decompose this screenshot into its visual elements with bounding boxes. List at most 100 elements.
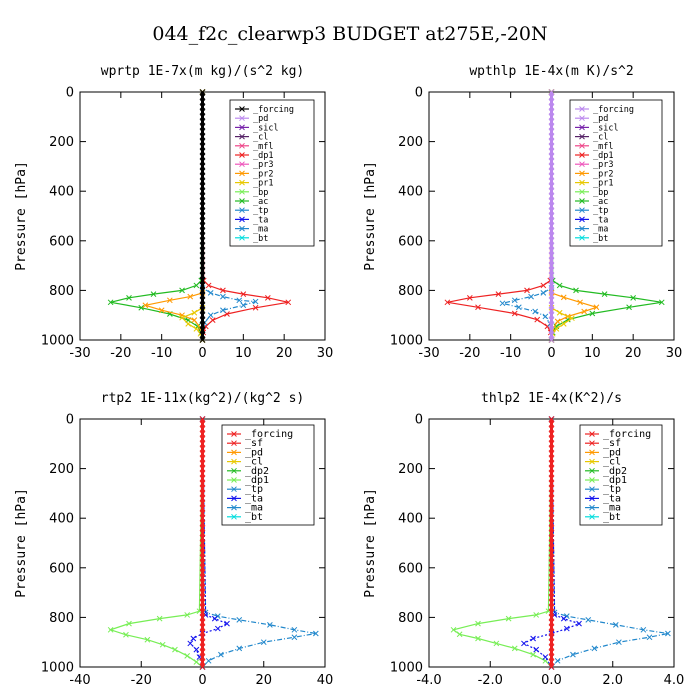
series-line — [502, 92, 553, 341]
data-point — [548, 525, 555, 531]
legend-entry: _sicl — [253, 123, 279, 133]
data-point — [199, 193, 206, 200]
y-tick-label: 800 — [398, 611, 423, 626]
legend-marker — [231, 440, 237, 447]
legend-marker — [239, 142, 245, 149]
legend-entry: _forcing — [593, 105, 634, 115]
data-point — [548, 163, 555, 170]
data-point — [199, 322, 206, 328]
y-tick-label: 800 — [49, 611, 74, 626]
data-point — [548, 609, 555, 616]
data-point — [548, 183, 555, 190]
legend-entry: _dp1 — [603, 475, 627, 486]
data-point — [291, 626, 298, 633]
data-point — [585, 617, 592, 623]
legend-marker — [239, 216, 245, 223]
legend-marker — [239, 234, 245, 241]
data-point — [199, 133, 206, 140]
data-point — [548, 545, 555, 551]
data-point — [548, 302, 555, 309]
legend-entry: _ma — [603, 503, 621, 514]
data-point — [542, 654, 549, 660]
data-point — [548, 168, 555, 175]
data-point — [548, 208, 555, 214]
data-point — [236, 645, 243, 652]
series-dp1 — [450, 416, 555, 670]
data-point — [548, 470, 555, 477]
data-point — [220, 287, 226, 294]
data-point — [530, 635, 536, 642]
legend-marker — [579, 179, 585, 186]
data-point — [548, 332, 555, 338]
legend-entry: _cl — [603, 457, 621, 468]
legend-marker — [239, 106, 245, 112]
data-point — [548, 535, 555, 541]
data-point — [199, 480, 206, 487]
data-point — [199, 208, 206, 214]
data-point — [554, 318, 561, 325]
y-tick-label: 400 — [398, 185, 423, 200]
data-point — [218, 651, 224, 658]
data-point — [199, 435, 206, 442]
data-point — [511, 645, 518, 652]
data-point — [199, 619, 206, 626]
data-point — [548, 158, 555, 165]
legend-entry: _bt — [593, 234, 608, 244]
legend: _forcing_sf_pd_cl_dp2_dp1_tp_ta_ma_bt — [579, 424, 663, 526]
data-point — [548, 659, 555, 665]
data-point — [548, 317, 555, 324]
legend-marker — [231, 486, 237, 493]
data-point — [199, 183, 206, 190]
data-point — [199, 277, 206, 284]
data-point — [560, 294, 567, 301]
data-point — [199, 262, 206, 269]
data-point — [548, 242, 555, 249]
legend-marker — [579, 115, 585, 122]
data-point — [450, 626, 457, 633]
legend: _forcing_pd_sicl_cl_mfl_dp1_pr3_pr2_pr1_… — [229, 99, 315, 247]
data-point — [205, 657, 212, 664]
legend-marker — [589, 467, 595, 474]
y-tick-label: 1000 — [390, 661, 423, 676]
legend-entry: _bt — [603, 512, 621, 523]
legend-marker — [239, 207, 245, 214]
series-forcing — [548, 416, 555, 670]
data-point — [658, 299, 665, 306]
data-point — [542, 313, 549, 320]
data-point — [548, 99, 555, 105]
data-point — [560, 615, 567, 622]
data-point — [199, 450, 206, 457]
data-point — [534, 316, 541, 323]
data-point — [199, 569, 206, 576]
legend-marker — [239, 170, 245, 177]
data-point — [142, 302, 149, 309]
data-point — [199, 555, 206, 561]
x-tick-label: -20 — [110, 346, 131, 361]
legend-entry: _bp — [253, 188, 268, 198]
data-point — [444, 299, 451, 306]
y-axis-label: Pressure [hPa] — [14, 488, 29, 598]
series-line — [108, 418, 204, 668]
data-point — [205, 282, 212, 289]
data-point — [199, 237, 206, 244]
data-point — [560, 321, 567, 327]
data-point — [548, 619, 555, 626]
data-point — [548, 104, 555, 110]
data-point — [548, 450, 555, 457]
legend-entry: _pr2 — [593, 169, 613, 179]
data-point — [199, 614, 206, 621]
legend-entry: _ac — [593, 197, 608, 207]
data-point — [193, 646, 200, 653]
data-point — [199, 168, 206, 175]
series-line — [145, 92, 204, 341]
data-point — [548, 203, 555, 209]
data-point — [156, 615, 163, 622]
data-point — [548, 188, 555, 195]
x-tick-label: 10 — [235, 346, 252, 361]
data-point — [563, 625, 570, 632]
legend-marker — [239, 179, 245, 186]
data-point — [199, 332, 206, 338]
data-point — [199, 594, 206, 601]
data-point — [199, 634, 206, 641]
legend-marker — [579, 124, 585, 131]
